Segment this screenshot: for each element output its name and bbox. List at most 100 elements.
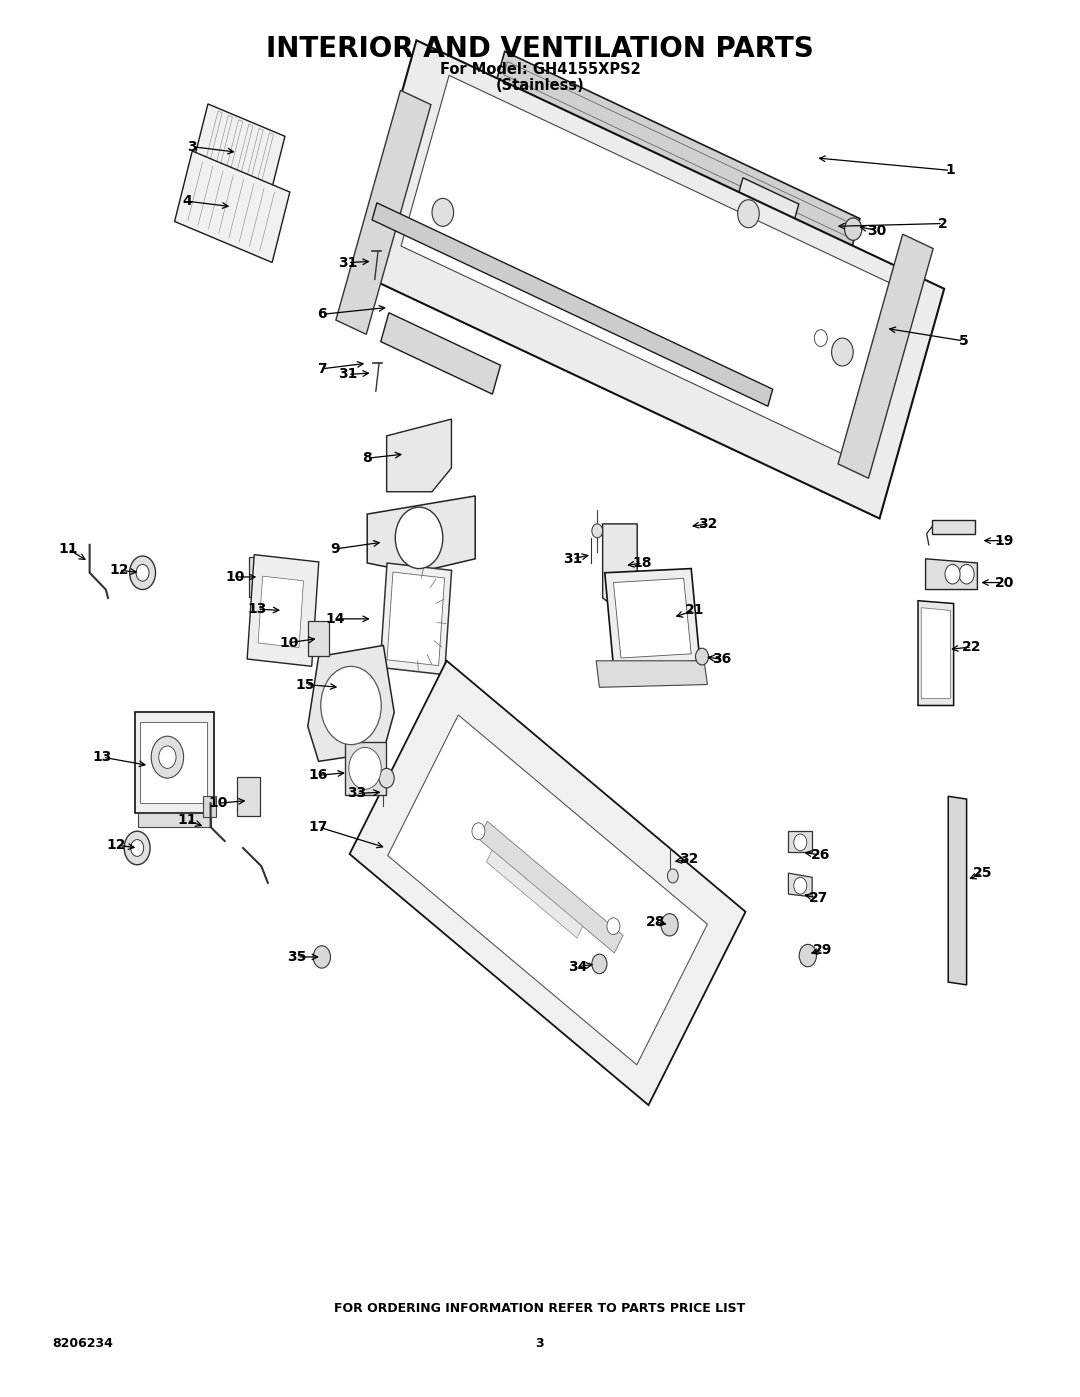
Polygon shape <box>387 573 445 665</box>
Circle shape <box>794 834 807 851</box>
Polygon shape <box>135 712 214 813</box>
Circle shape <box>136 564 149 581</box>
Text: 4: 4 <box>181 194 192 208</box>
Circle shape <box>124 831 150 865</box>
Text: 12: 12 <box>109 563 129 577</box>
Polygon shape <box>788 831 812 852</box>
Polygon shape <box>175 151 289 263</box>
Text: 8: 8 <box>362 451 373 465</box>
Circle shape <box>667 869 678 883</box>
Polygon shape <box>613 578 691 658</box>
Text: 20: 20 <box>995 576 1014 590</box>
Polygon shape <box>388 715 707 1065</box>
Text: 3: 3 <box>188 140 197 154</box>
Circle shape <box>592 954 607 974</box>
Polygon shape <box>308 645 394 761</box>
Text: 27: 27 <box>809 891 828 905</box>
Polygon shape <box>401 75 906 461</box>
Polygon shape <box>921 608 950 698</box>
Text: 14: 14 <box>325 612 345 626</box>
Polygon shape <box>203 796 216 817</box>
Circle shape <box>432 198 454 226</box>
Text: 32: 32 <box>698 517 717 531</box>
Text: FOR ORDERING INFORMATION REFER TO PARTS PRICE LIST: FOR ORDERING INFORMATION REFER TO PARTS … <box>335 1302 745 1316</box>
Polygon shape <box>504 61 852 237</box>
Text: 11: 11 <box>177 813 197 827</box>
Text: 22: 22 <box>962 640 982 654</box>
Text: 31: 31 <box>563 552 582 566</box>
Text: 29: 29 <box>813 943 833 957</box>
Text: 21: 21 <box>685 604 704 617</box>
Polygon shape <box>249 557 273 597</box>
Text: 35: 35 <box>287 950 307 964</box>
Polygon shape <box>838 235 933 478</box>
Polygon shape <box>308 620 329 655</box>
Text: 10: 10 <box>208 796 228 810</box>
Circle shape <box>799 944 816 967</box>
Polygon shape <box>373 203 772 407</box>
Text: 28: 28 <box>646 915 665 929</box>
Circle shape <box>349 747 381 789</box>
Polygon shape <box>140 722 207 803</box>
Circle shape <box>696 648 708 665</box>
Text: 32: 32 <box>679 852 699 866</box>
Text: 15: 15 <box>296 678 315 692</box>
Circle shape <box>814 330 827 346</box>
Circle shape <box>130 556 156 590</box>
Polygon shape <box>367 496 475 573</box>
Text: 19: 19 <box>995 534 1014 548</box>
Circle shape <box>151 736 184 778</box>
Circle shape <box>945 564 960 584</box>
Text: 25: 25 <box>973 866 993 880</box>
Polygon shape <box>605 569 700 666</box>
Text: 6: 6 <box>318 307 326 321</box>
Text: 17: 17 <box>309 820 328 834</box>
Polygon shape <box>486 851 583 937</box>
Polygon shape <box>478 821 623 953</box>
Circle shape <box>845 218 862 240</box>
Polygon shape <box>350 661 745 1105</box>
Text: 26: 26 <box>811 848 831 862</box>
Text: 12: 12 <box>107 838 126 852</box>
Text: 2: 2 <box>937 217 948 231</box>
Polygon shape <box>734 177 799 233</box>
Circle shape <box>607 918 620 935</box>
Circle shape <box>472 823 485 840</box>
Text: 1: 1 <box>945 163 956 177</box>
Circle shape <box>395 507 443 569</box>
Text: 7: 7 <box>318 362 326 376</box>
Polygon shape <box>788 873 812 897</box>
Polygon shape <box>247 555 319 666</box>
Text: INTERIOR AND VENTILATION PARTS: INTERIOR AND VENTILATION PARTS <box>266 35 814 63</box>
Text: 13: 13 <box>93 750 112 764</box>
Text: 5: 5 <box>958 334 969 348</box>
Polygon shape <box>918 601 954 705</box>
Polygon shape <box>237 777 260 816</box>
Polygon shape <box>926 559 977 590</box>
Text: 9: 9 <box>330 542 339 556</box>
Text: 31: 31 <box>338 256 357 270</box>
Polygon shape <box>381 313 500 394</box>
Text: 16: 16 <box>309 768 328 782</box>
Circle shape <box>832 338 853 366</box>
Circle shape <box>379 768 394 788</box>
Text: (Stainless): (Stainless) <box>496 78 584 92</box>
Text: 13: 13 <box>247 602 267 616</box>
Polygon shape <box>352 41 944 518</box>
Text: 30: 30 <box>867 224 887 237</box>
Polygon shape <box>948 796 967 985</box>
Text: 3: 3 <box>536 1337 544 1351</box>
Circle shape <box>738 200 759 228</box>
Circle shape <box>313 946 330 968</box>
Polygon shape <box>138 813 211 827</box>
Polygon shape <box>380 563 451 675</box>
Text: 10: 10 <box>280 636 299 650</box>
Text: For Model: GH4155XPS2: For Model: GH4155XPS2 <box>440 63 640 77</box>
Circle shape <box>661 914 678 936</box>
Text: 31: 31 <box>338 367 357 381</box>
Polygon shape <box>258 576 303 648</box>
Text: 36: 36 <box>712 652 731 666</box>
Circle shape <box>159 746 176 768</box>
Text: 18: 18 <box>633 556 652 570</box>
Polygon shape <box>596 661 707 687</box>
